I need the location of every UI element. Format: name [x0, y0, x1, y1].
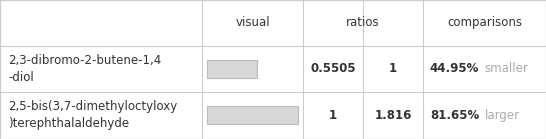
- Text: 0.5505: 0.5505: [310, 62, 356, 75]
- Text: 44.95%: 44.95%: [430, 62, 479, 75]
- FancyBboxPatch shape: [207, 60, 257, 78]
- Text: 1: 1: [329, 109, 337, 122]
- FancyBboxPatch shape: [207, 106, 298, 124]
- Text: 1: 1: [389, 62, 397, 75]
- Text: larger: larger: [485, 109, 520, 122]
- Text: 2,3-dibromo-2-butene-1,4
-diol: 2,3-dibromo-2-butene-1,4 -diol: [8, 54, 162, 84]
- Text: 81.65%: 81.65%: [430, 109, 479, 122]
- FancyBboxPatch shape: [0, 0, 546, 139]
- Text: 1.816: 1.816: [375, 109, 412, 122]
- Text: 2,5-bis(3,7-dimethyloctyloxy
)terephthalaldehyde: 2,5-bis(3,7-dimethyloctyloxy )terephthal…: [8, 100, 177, 130]
- Text: visual: visual: [235, 16, 270, 29]
- Text: smaller: smaller: [485, 62, 529, 75]
- Text: ratios: ratios: [346, 16, 380, 29]
- Text: comparisons: comparisons: [447, 16, 522, 29]
